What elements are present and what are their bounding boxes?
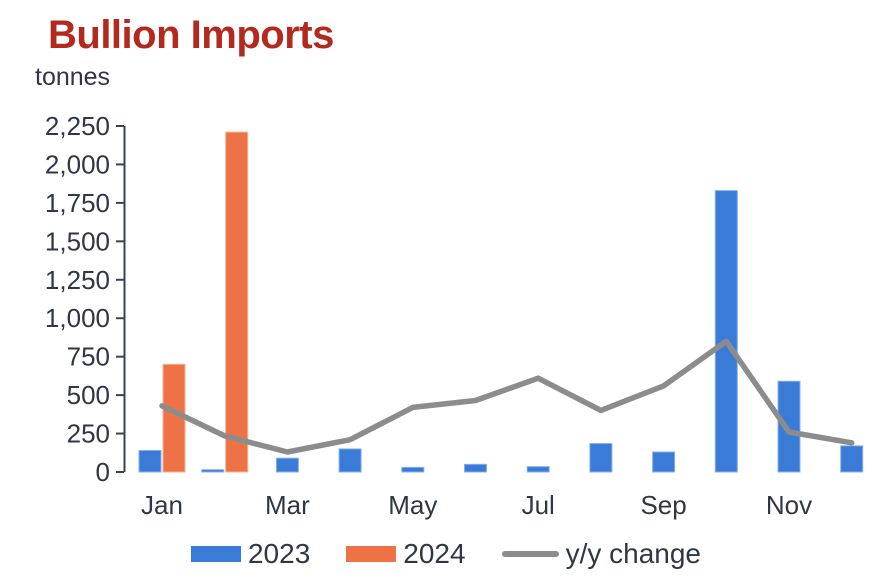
legend: 2023 2024 y/y change <box>0 538 892 570</box>
bar-2023-jun <box>464 463 487 473</box>
x-tick-label-may: May <box>388 490 437 520</box>
bar-2023-oct <box>714 190 738 473</box>
x-tick-label-sep: Sep <box>640 490 686 520</box>
legend-line-swatch <box>501 551 559 557</box>
bar-2023-feb <box>201 469 225 473</box>
bar-2024-feb <box>225 131 249 473</box>
y-tick-label: 0 <box>96 457 110 487</box>
bar-2023-sep <box>652 451 676 473</box>
legend-color-swatch <box>346 546 397 562</box>
x-tick-label-jan: Jan <box>141 490 183 520</box>
bar-2023-jan <box>138 449 162 473</box>
y-tick-label: 750 <box>67 342 110 372</box>
x-tick-label-nov: Nov <box>766 490 812 520</box>
y-tick-label: 1,500 <box>45 226 110 256</box>
legend-item-2024: 2024 <box>346 538 466 570</box>
x-tick-label-mar: Mar <box>265 490 310 520</box>
legend-item-2023: 2023 <box>190 538 311 570</box>
yoy-change-line <box>159 338 855 455</box>
y-tick-label: 1,750 <box>45 188 110 218</box>
bar-2023-jul <box>526 466 550 473</box>
legend-item-y-y-change: y/y change <box>501 538 701 570</box>
legend-label: 2023 <box>247 538 311 569</box>
bar-2023-apr <box>338 448 362 473</box>
legend-label: 2024 <box>403 538 466 569</box>
bar-2023-mar <box>275 457 299 473</box>
x-tick-label-jul: Jul <box>522 490 555 520</box>
bar-2023-nov <box>777 380 801 473</box>
y-tick-label: 1,250 <box>45 265 110 295</box>
bar-2023-aug <box>589 443 613 473</box>
unit-label: tonnes <box>35 63 111 91</box>
legend-label: y/y change <box>565 538 701 569</box>
y-tick-label: 2,000 <box>45 149 110 179</box>
bar-2023-may <box>401 466 425 473</box>
legend-color-swatch <box>190 546 241 562</box>
chart-title: Bullion Imports <box>48 13 334 57</box>
y-tick-label: 2,250 <box>45 111 110 141</box>
y-tick-label: 1,000 <box>45 303 110 333</box>
y-tick-label: 250 <box>67 419 110 449</box>
bar-2023-dec <box>840 445 864 473</box>
y-tick-label: 500 <box>67 380 110 410</box>
